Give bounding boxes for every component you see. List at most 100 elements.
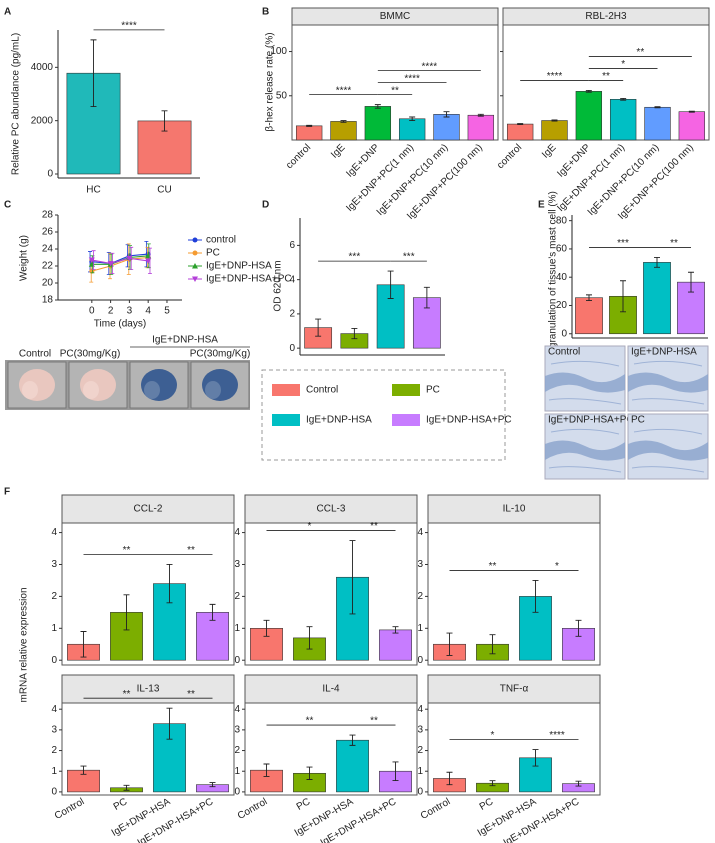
significance-label: ** <box>187 689 195 700</box>
error-bar <box>315 318 322 337</box>
point <box>192 237 198 243</box>
error-bar <box>123 784 130 791</box>
significance-label: * <box>308 521 312 532</box>
legend-swatch <box>392 414 420 426</box>
facet-strip <box>244 494 418 524</box>
error-bar <box>409 116 416 121</box>
error-bar <box>91 250 96 270</box>
ear-edge <box>22 381 38 399</box>
x-tick-label: Control <box>419 796 452 822</box>
facet-title: IL-4 <box>322 684 340 695</box>
y-tick-label: 28 <box>42 210 54 221</box>
x-tick-label: PC <box>478 796 496 812</box>
x-tick-label: PC <box>295 796 313 812</box>
significance-label: ** <box>123 689 131 700</box>
series-line <box>91 257 149 265</box>
x-tick-label: IgE+DNP+PC(1 nm) <box>344 142 416 214</box>
legend-box <box>261 369 506 461</box>
y-tick-label: 2 <box>51 745 57 756</box>
error-bar <box>489 780 496 787</box>
significance-label: ** <box>489 561 497 572</box>
histology-label: IgE+DNP-HSA+PC <box>548 415 634 426</box>
y-tick-label: 4 <box>417 527 423 538</box>
x-tick-label: 0 <box>89 306 95 317</box>
error-bar <box>80 631 87 658</box>
error-bar <box>551 119 558 122</box>
x-tick-label: HC <box>86 185 100 196</box>
error-bar <box>161 110 168 132</box>
legend-swatch <box>272 384 300 396</box>
error-bar <box>80 765 87 775</box>
point <box>192 263 198 269</box>
y-tick-label: 3 <box>417 559 423 570</box>
y-axis-title: OD 620 nm <box>273 260 284 311</box>
tissue-layer <box>628 440 708 461</box>
facet-title: IL-10 <box>503 504 526 515</box>
significance-label: **** <box>547 71 563 82</box>
histology-label: IgE+DNP-HSA <box>631 347 697 358</box>
group-label: IgE+DNP-HSA <box>152 335 218 346</box>
error-bar <box>166 707 173 740</box>
error-bar <box>209 603 216 621</box>
facet-title: IL-13 <box>137 684 160 695</box>
y-tick-label: 1 <box>51 623 57 634</box>
y-tick-label: 1 <box>234 766 240 777</box>
significance-label: ** <box>187 545 195 556</box>
bar <box>644 106 671 141</box>
tissue-fibers <box>548 428 622 473</box>
error-bar <box>351 328 358 340</box>
point <box>88 257 95 264</box>
y-tick-label: 1 <box>417 623 423 634</box>
y-tick-label: 6 <box>289 240 295 251</box>
error-bar <box>340 120 347 123</box>
ear-edge <box>83 381 99 399</box>
error-bar <box>585 90 592 93</box>
legend-label: IgE+DNP-HSA+PC <box>426 415 512 426</box>
x-tick-label: 2 <box>108 306 114 317</box>
error-bar <box>129 246 134 270</box>
significance-label: *** <box>349 252 361 263</box>
error-bar <box>90 39 97 107</box>
facet-strip <box>61 494 235 524</box>
x-tick-label: Control <box>236 796 269 822</box>
panel-letter: D <box>262 200 269 211</box>
error-bar <box>306 626 313 650</box>
legend-label: IgE+DNP-HSA <box>206 261 272 272</box>
panel-letter: E <box>538 200 545 211</box>
y-tick-label: 2 <box>289 309 295 320</box>
error-bar <box>489 634 496 655</box>
point <box>192 250 198 256</box>
panel-letter: F <box>4 487 10 498</box>
y-tick-label: 4000 <box>31 62 54 73</box>
bar <box>336 739 369 793</box>
significance-label: **** <box>404 73 420 84</box>
y-tick-label: 4 <box>51 527 57 538</box>
y-tick-label: 4 <box>234 704 240 715</box>
y-axis-title: mRNA relative expression <box>19 587 30 702</box>
y-tick-label: 1 <box>417 766 423 777</box>
error-bar <box>147 247 152 275</box>
y-tick-label: 2 <box>417 745 423 756</box>
x-tick-label: control <box>284 142 313 171</box>
error-bar <box>620 97 627 101</box>
bar <box>295 125 323 141</box>
legend-label: control <box>206 235 236 246</box>
y-tick-label: 2 <box>51 591 57 602</box>
facet-title: TNF-α <box>500 684 529 695</box>
error-bar <box>654 256 660 268</box>
facet-title: CCL-2 <box>134 504 163 515</box>
y-tick-label: 3 <box>234 559 240 570</box>
legend-label: PC <box>206 248 220 259</box>
error-bar <box>654 106 661 109</box>
y-tick-label: 4 <box>234 527 240 538</box>
error-bar <box>446 771 453 786</box>
error-bar <box>575 619 582 637</box>
tissue-layer <box>628 372 708 393</box>
error-bar <box>306 766 313 780</box>
error-bar <box>306 124 313 127</box>
significance-label: **** <box>422 61 438 72</box>
error-bar <box>477 113 484 117</box>
significance-label: **** <box>336 85 352 96</box>
